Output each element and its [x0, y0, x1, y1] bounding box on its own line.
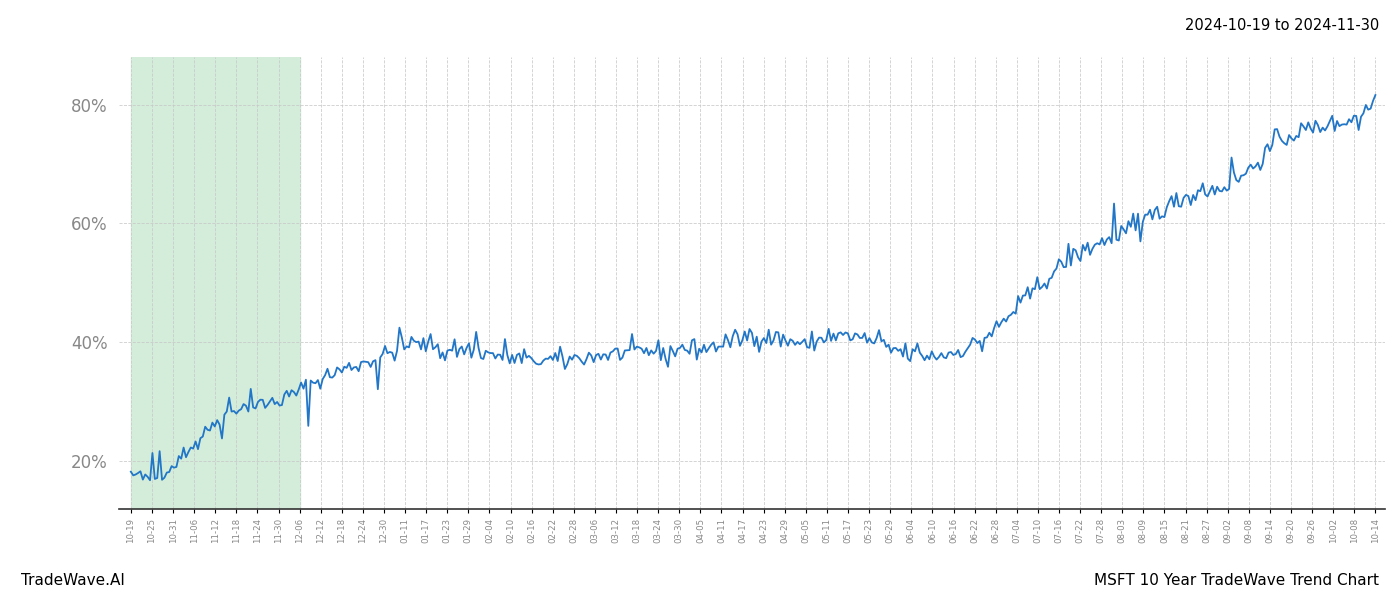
Text: 2024-10-19 to 2024-11-30: 2024-10-19 to 2024-11-30	[1184, 18, 1379, 33]
Text: MSFT 10 Year TradeWave Trend Chart: MSFT 10 Year TradeWave Trend Chart	[1093, 573, 1379, 588]
Text: TradeWave.AI: TradeWave.AI	[21, 573, 125, 588]
Bar	[130, 57, 300, 509]
